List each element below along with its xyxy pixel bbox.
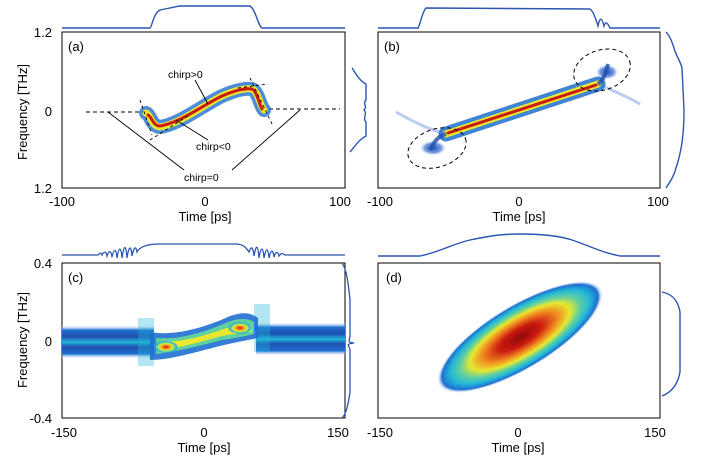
panel-a-annotation-chirp-zero: chirp=0: [184, 172, 219, 184]
panel-a-tangent-2: [149, 115, 189, 141]
panel-d-xtick-left: -150: [367, 425, 393, 440]
panel-c-band-left: [62, 325, 154, 359]
panel-c-xtick-right: 150: [327, 425, 349, 440]
panel-a-right-marginal: [349, 67, 367, 153]
panel-c-right-marginal: [341, 262, 355, 419]
panel-a-leader-chirp-neg: [175, 119, 209, 141]
panel-a-leader-chirp-pos: [194, 79, 209, 105]
panel-b-label: (b): [384, 39, 400, 54]
panel-a: (a) chirp>0 chirp<0 chirp=0 1.2 0 1.2 -1…: [34, 5, 367, 224]
panel-c-xlabel: Time [ps]: [178, 440, 231, 455]
panel-a-leader-zero-l: [107, 111, 185, 171]
panel-d-right-marginal: [661, 291, 681, 397]
panel-b-xtick-left: -100: [367, 194, 393, 209]
panel-d-xtick-right: 150: [644, 425, 666, 440]
panel-a-tangent-1: [139, 99, 153, 136]
panel-a-annotation-chirp-pos: chirp>0: [168, 69, 203, 81]
panel-c-chirped-pulse-core: [160, 324, 252, 350]
panel-b-dashed-ellipse-left: [407, 127, 467, 169]
panel-b-top-marginal: [378, 7, 660, 29]
panel-c-xtick-mid: 0: [200, 425, 207, 440]
panel-c-peak-left: [154, 341, 178, 353]
panel-b-side-lobe-right: [596, 63, 610, 86]
panel-b: (b) -100 0 100 Time [ps]: [367, 7, 685, 224]
panel-a-ytick-mid: 0: [45, 104, 52, 119]
panel-c-xtick-left: -150: [51, 425, 77, 440]
ylabel-bottom: Frequency [THz]: [15, 292, 30, 388]
panel-d-xtick-mid: 0: [514, 425, 521, 440]
panel-a-xtick-mid: 0: [201, 194, 208, 209]
panel-a-top-marginal: [62, 5, 345, 29]
panel-c-ytick-top: 0.4: [34, 256, 52, 271]
panel-a-xtick-left: -100: [49, 194, 75, 209]
panel-c-top-marginal: [62, 243, 345, 259]
panel-c-peak-right: [228, 322, 252, 334]
panel-c-fringe-right: [254, 304, 270, 352]
panel-b-ridge-core: [446, 83, 598, 135]
panel-d: (d) -150 0 150 Time [ps]: [367, 233, 681, 455]
panel-a-tangent-3: [237, 83, 269, 89]
panel-b-side-wing-left: [395, 110, 447, 136]
panel-b-side-lobe-left: [428, 132, 447, 151]
panel-a-ridge-core: [146, 87, 264, 128]
panel-b-xtick-mid: 0: [515, 194, 522, 209]
panel-a-xtick-right: 100: [329, 194, 351, 209]
panel-c-label: (c): [68, 270, 83, 285]
panel-a-xlabel: Time [ps]: [179, 209, 232, 224]
panel-a-leader-zero-r: [231, 109, 301, 171]
panel-d-xlabel: Time [ps]: [492, 440, 545, 455]
panel-c-ytick-bottom: -0.4: [30, 411, 52, 426]
panel-c-ytick-mid: 0: [45, 334, 52, 349]
panel-b-xlabel: Time [ps]: [493, 209, 546, 224]
ylabel-top: Frequency [THz]: [15, 64, 30, 160]
panel-a-ytick-bottom: 1.2: [34, 181, 52, 196]
panel-a-annotation-chirp-neg: chirp<0: [196, 141, 231, 153]
panel-d-label: (d): [386, 270, 402, 285]
panel-c-band-right: [256, 322, 345, 356]
panel-a-ytick-top: 1.2: [34, 25, 52, 40]
panel-c: (c) 0.4 0 -0.4 -150 0 150 Time [ps]: [30, 243, 355, 455]
panel-b-xtick-right: 100: [647, 194, 669, 209]
panel-a-label: (a): [68, 39, 84, 54]
panel-b-side-wing-right: [597, 82, 641, 106]
panel-a-tangent-4: [249, 77, 273, 125]
panel-b-right-marginal: [665, 31, 685, 189]
panel-d-pulse-blob: [436, 280, 604, 394]
panel-b-dashed-ellipse-right: [573, 48, 631, 92]
panel-d-top-marginal: [378, 233, 660, 257]
